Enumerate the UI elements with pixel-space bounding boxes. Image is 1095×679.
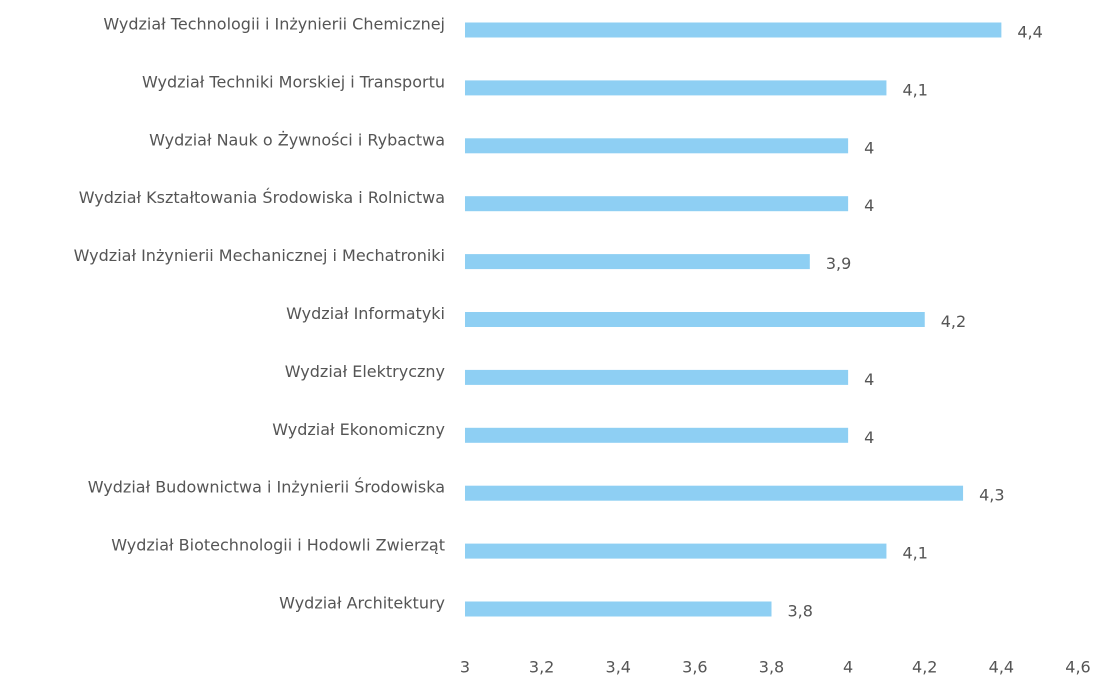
x-tick-label: 4,2: [912, 658, 937, 677]
bar: [465, 601, 772, 617]
y-tick-label: Wydział Nauk o Żywności i Rybactwa: [149, 130, 445, 149]
bar: [465, 254, 810, 270]
bar: [465, 485, 964, 501]
y-tick-label: Wydział Biotechnologii i Hodowli Zwierzą…: [111, 536, 445, 555]
bar: [465, 369, 849, 385]
x-tick-label: 3,6: [682, 658, 707, 677]
bar: [465, 138, 849, 154]
y-tick-label: Wydział Elektryczny: [285, 362, 445, 381]
y-tick-label: Wydział Informatyki: [286, 304, 445, 323]
bar: [465, 543, 887, 559]
x-tick-label: 4: [843, 658, 853, 677]
y-tick-label: Wydział Techniki Morskiej i Transportu: [142, 72, 445, 91]
x-tick-label: 3: [460, 658, 470, 677]
value-label: 4,2: [941, 312, 966, 331]
value-label: 3,8: [788, 602, 813, 621]
bar: [465, 22, 1002, 38]
value-label: 4: [864, 138, 874, 157]
value-label: 4: [864, 370, 874, 389]
value-label: 4: [864, 196, 874, 215]
x-tick-label: 3,8: [759, 658, 784, 677]
y-tick-label: Wydział Architektury: [279, 594, 445, 613]
x-tick-label: 3,4: [606, 658, 631, 677]
y-tick-label: Wydział Ekonomiczny: [272, 420, 445, 439]
y-tick-label: Wydział Inżynierii Mechanicznej i Mechat…: [74, 246, 445, 265]
value-label: 4,4: [1017, 23, 1042, 42]
value-label: 3,9: [826, 254, 851, 273]
value-label: 4: [864, 428, 874, 447]
bar: [465, 196, 849, 212]
value-label: 4,3: [979, 486, 1004, 505]
value-label: 4,1: [902, 544, 927, 563]
bar: [465, 312, 925, 327]
bar: [465, 80, 887, 96]
value-label: 4,1: [902, 80, 927, 99]
x-tick-label: 4,4: [989, 658, 1014, 677]
x-tick-label: 3,2: [529, 658, 554, 677]
x-tick-label: 4,6: [1065, 658, 1090, 677]
bar: [465, 427, 849, 443]
y-tick-label: Wydział Budownictwa i Inżynierii Środowi…: [88, 478, 445, 497]
y-tick-label: Wydział Kształtowania Środowiska i Rolni…: [79, 188, 445, 207]
y-tick-label: Wydział Technologii i Inżynierii Chemicz…: [103, 15, 445, 34]
